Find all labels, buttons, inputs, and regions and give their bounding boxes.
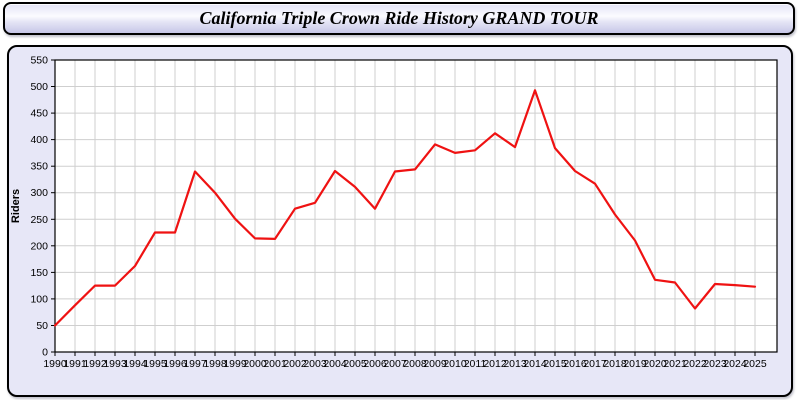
x-tick-label: 2011	[464, 358, 487, 370]
x-tick-label: 2023	[703, 358, 727, 370]
x-tick-label: 2017	[583, 358, 607, 370]
x-tick-label: 2005	[343, 358, 367, 370]
x-tick-label: 2016	[563, 358, 587, 370]
x-tick-label: 2014	[523, 358, 547, 370]
y-tick-label: 0	[42, 347, 48, 359]
x-tick-label: 2021	[663, 358, 687, 370]
chart-panel: Riders 0 50 100 150 200 250 300 350 400 450 500 550…	[7, 45, 793, 397]
x-tick-label: 1993	[103, 358, 127, 370]
y-tick-label: 200	[30, 240, 48, 252]
x-tick-label: 1997	[183, 358, 207, 370]
x-tick-label: 2000	[243, 358, 267, 370]
x-tick-label: 2001	[263, 358, 287, 370]
x-axis: 1990199119921993199419951996199719981999…	[43, 352, 767, 370]
x-tick-label: 2002	[283, 358, 307, 370]
x-tick-label: 2020	[643, 358, 667, 370]
x-tick-label: 1998	[203, 358, 227, 370]
x-tick-label: 2019	[623, 358, 647, 370]
y-tick-label: 300	[30, 187, 48, 199]
header-bar: California Triple Crown Ride History GRA…	[3, 2, 795, 35]
plot-border	[54, 59, 778, 353]
x-tick-label: 2006	[363, 358, 387, 370]
y-tick-label: 500	[30, 81, 48, 93]
y-tick-label: 450	[30, 108, 48, 120]
x-tick-label: 2025	[743, 358, 767, 370]
x-tick-label: 2007	[383, 358, 407, 370]
x-tick-label: 2009	[423, 358, 447, 370]
x-tick-label: 2024	[723, 358, 747, 370]
page-title: California Triple Crown Ride History GRA…	[199, 8, 599, 28]
x-tick-label: 2022	[683, 358, 707, 370]
ride-history-line-chart: 0501001502002503003504004505005501990199…	[30, 55, 778, 370]
x-tick-label: 2015	[543, 358, 567, 370]
plot-area	[55, 60, 777, 352]
y-tick-label: 550	[30, 55, 48, 67]
x-tick-label: 2010	[443, 358, 467, 370]
y-tick-label: 400	[30, 134, 48, 146]
y-tick-label: 50	[36, 320, 48, 332]
y-tick-label: 100	[30, 293, 48, 305]
y-tick-label: 350	[30, 161, 48, 173]
y-tick-label: 150	[30, 267, 48, 279]
x-tick-label: 1999	[223, 358, 247, 370]
riders-data-line	[53, 89, 757, 327]
x-tick-label: 1995	[143, 358, 167, 370]
y-tick-label: 250	[30, 214, 48, 226]
x-tick-label: 1996	[163, 358, 187, 370]
gridlines	[54, 60, 777, 352]
x-tick-label: 1990	[43, 358, 67, 370]
x-tick-label: 1991	[63, 358, 87, 370]
x-tick-label: 2003	[303, 358, 327, 370]
x-tick-label: 2013	[503, 358, 527, 370]
x-tick-label: 1992	[83, 358, 107, 370]
y-axis: 0 50 100 150 200 250 300 350 400 450 500 550	[30, 55, 55, 359]
y-axis-title: Riders	[10, 188, 22, 224]
x-tick-label: 2004	[323, 358, 347, 370]
x-tick-label: 1994	[123, 358, 147, 370]
x-tick-label: 2018	[603, 358, 627, 370]
x-tick-label: 2008	[403, 358, 427, 370]
x-tick-label: 2012	[483, 358, 507, 370]
